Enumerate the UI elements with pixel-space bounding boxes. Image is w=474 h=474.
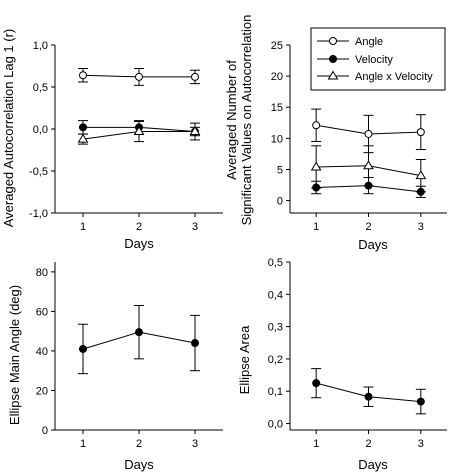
y-tick-label: 5: [277, 164, 283, 176]
y-tick-label: 60: [36, 306, 48, 318]
series-angle: [78, 68, 200, 86]
x-axis-label: Days: [124, 236, 154, 251]
filled-circle-marker: [312, 379, 321, 388]
x-axis-label: Days: [358, 237, 388, 252]
y-tick-label: 15: [271, 102, 283, 114]
x-tick-label: 1: [80, 221, 86, 233]
y-tick-label: 10: [271, 133, 283, 145]
y-tick-label: 0,0: [33, 124, 48, 136]
y-tick-label: -0,5: [29, 166, 48, 178]
x-tick-label: 3: [418, 438, 424, 450]
filled-circle-marker: [79, 344, 87, 353]
y-tick-label: 0,5: [33, 82, 48, 94]
y-tick-label: 0,4: [268, 289, 283, 301]
open-circle-marker: [135, 72, 143, 81]
legend-label: Angle: [355, 36, 383, 48]
legend-label: Angle x Velocity: [355, 71, 433, 83]
y-tick-label: 80: [36, 267, 48, 279]
filled-circle-marker: [135, 328, 143, 337]
x-axis-label: Days: [124, 457, 154, 472]
y-tick-label: 0,3: [268, 322, 283, 334]
y-tick-label: 0,2: [268, 354, 283, 366]
open-triangle-marker: [77, 133, 89, 143]
open-triangle-marker: [133, 126, 145, 136]
legend-entry-angle: Angle: [317, 36, 383, 48]
series-angle: [311, 108, 426, 154]
filled-circle-marker: [79, 123, 87, 132]
filled-circle-marker: [364, 392, 373, 401]
x-tick-label: 3: [192, 221, 198, 233]
series-main: [78, 304, 200, 375]
open-triangle-marker: [363, 160, 374, 170]
filled-circle-marker: [329, 55, 337, 63]
legend: Angle Velocity Angle x Velocity: [310, 27, 446, 91]
open-circle-marker: [79, 71, 87, 80]
y-tick-label: 25: [271, 40, 283, 52]
y-tick-label: 0: [42, 425, 48, 437]
x-tick-label: 1: [80, 438, 86, 450]
y-axis-label: Averaged Autocorrelation Lag 1 (r): [1, 29, 16, 228]
open-triangle-marker: [189, 126, 201, 136]
y-axis-label-line-2: Significant Values on Autocorrelation: [239, 15, 254, 226]
open-circle-marker: [312, 121, 321, 130]
series-angle-x-velocity: [77, 120, 201, 145]
x-tick-label: 2: [365, 438, 371, 450]
open-triangle-marker: [415, 170, 427, 180]
y-tick-label: 40: [36, 346, 48, 358]
x-tick-label: 2: [136, 221, 142, 233]
panel-autocorrelation: -1,0 -0,5 0,0 0,5 1,0 1 2 3 Days Averaged Autoc…: [1, 29, 223, 251]
y-tick-label: 1,0: [33, 40, 48, 52]
legend-entry-angle-x-velocity: Angle x Velocity: [317, 70, 433, 83]
filled-circle-marker: [416, 397, 425, 406]
series-main: [311, 368, 426, 415]
open-circle-marker: [416, 128, 425, 137]
filled-circle-marker: [191, 339, 199, 348]
x-tick-label: 2: [136, 438, 142, 450]
panel-significant-values: 0 5 10 15 20 25 1 2 3 Days Averaged Number of Si…: [224, 15, 447, 252]
y-axis-label: Ellipse Area: [237, 325, 252, 394]
legend-label: Velocity: [355, 54, 393, 66]
x-tick-label: 2: [365, 221, 371, 233]
y-tick-label: -1,0: [29, 208, 48, 220]
x-tick-label: 3: [418, 221, 424, 233]
open-circle-marker: [191, 72, 199, 81]
y-tick-label: 0: [277, 196, 283, 208]
y-tick-label: 0,0: [268, 419, 283, 431]
panel-ellipse-main-angle: 0 20 40 60 80 1 2 3 Days Ellipse Main Angle (de…: [7, 262, 223, 472]
panel-ellipse-area: 0,0 0,1 0,2 0,3 0,4 0,5 1 2 3 Days Ellipse Area: [237, 257, 447, 472]
y-axis-label-line-1: Averaged Number of: [224, 60, 239, 180]
y-axis-label: Ellipse Main Angle (deg): [7, 285, 22, 425]
x-tick-label: 1: [313, 221, 319, 233]
x-axis-label: Days: [358, 457, 388, 472]
y-tick-label: 20: [271, 71, 283, 83]
x-tick-label: 3: [192, 438, 198, 450]
series-angle-x-velocity: [310, 145, 427, 193]
y-tick-label: 20: [36, 385, 48, 397]
open-triangle-marker: [327, 70, 339, 80]
y-tick-label: 0,5: [268, 257, 283, 269]
open-triangle-marker: [310, 161, 322, 171]
open-circle-marker: [364, 129, 373, 138]
y-tick-label: 0,1: [268, 386, 283, 398]
x-tick-label: 1: [313, 438, 319, 450]
legend-entry-velocity: Velocity: [317, 54, 393, 66]
open-circle-marker: [329, 37, 337, 45]
